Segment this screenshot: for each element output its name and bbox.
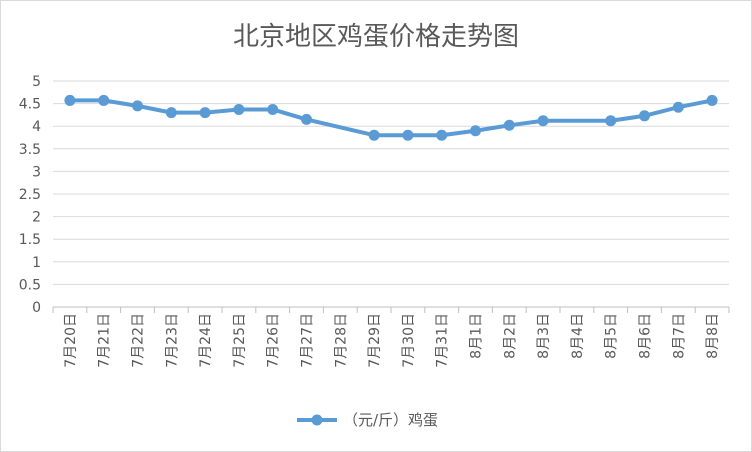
data-point — [470, 125, 481, 137]
data-point — [233, 103, 245, 115]
y-tick-label: 0 — [32, 300, 41, 316]
x-tick-label: 7月24日 — [198, 313, 214, 368]
x-tick-label: 7月20日 — [63, 313, 79, 368]
data-point — [199, 107, 211, 119]
data-point — [537, 115, 549, 127]
y-tick-label: 3 — [32, 164, 41, 180]
x-tick-label: 8月5日 — [604, 313, 620, 359]
data-point — [64, 94, 76, 106]
x-tick-label: 7月22日 — [131, 313, 147, 368]
x-tick-label: 8月3日 — [536, 313, 552, 359]
legend-marker — [311, 414, 323, 426]
data-point — [503, 119, 515, 131]
y-tick-label: 5 — [32, 74, 41, 90]
x-tick-label: 7月25日 — [232, 313, 248, 368]
x-tick-label: 7月26日 — [266, 313, 282, 368]
y-tick-label: 1.5 — [19, 232, 41, 248]
grid-lines — [53, 80, 729, 308]
y-tick-label: 4 — [32, 119, 41, 135]
data-point — [132, 100, 143, 112]
data-point — [267, 103, 279, 115]
y-tick-label: 2.5 — [19, 187, 41, 203]
legend-label: （元/斤）鸡蛋 — [343, 411, 438, 429]
series-line — [64, 94, 718, 141]
series-path — [67, 98, 715, 138]
x-tick-label: 7月30日 — [401, 313, 417, 368]
x-tick-label: 7月28日 — [333, 313, 349, 368]
x-tick-label: 7月27日 — [300, 313, 316, 368]
data-point — [301, 113, 312, 125]
y-tick-label: 3.5 — [19, 142, 41, 158]
data-point — [402, 129, 414, 141]
y-tick-label: 4.5 — [19, 97, 41, 113]
x-tick-label: 8月8日 — [705, 313, 721, 359]
x-tick-label: 7月29日 — [367, 313, 383, 368]
data-point — [639, 110, 650, 122]
y-axis: 0 0.5 1 1.5 2 2.5 3 3.5 4 4.5 5 — [19, 74, 41, 316]
x-axis: 7月20日 7月21日 7月22日 7月23日 7月24日 7月25日 7月26日 7月27日… — [52, 307, 730, 368]
x-tick-label: 7月23日 — [164, 313, 180, 368]
data-point — [98, 94, 110, 106]
data-point — [672, 101, 684, 113]
x-tick-label: 8月2日 — [502, 313, 518, 359]
data-point — [368, 129, 380, 141]
y-tick-label: 1 — [32, 255, 41, 271]
y-tick-label: 2 — [32, 210, 41, 226]
data-point — [605, 115, 617, 127]
x-tick-label: 7月31日 — [435, 313, 451, 368]
x-tick-label: 8月7日 — [671, 313, 687, 359]
legend: （元/斤）鸡蛋 — [297, 411, 438, 429]
x-tick-label: 8月6日 — [638, 313, 654, 359]
data-point — [436, 129, 448, 141]
x-tick-label: 8月4日 — [570, 313, 586, 359]
chart-title: 北京地区鸡蛋价格走势图 — [233, 22, 519, 52]
data-point — [165, 107, 177, 119]
x-tick-label: 8月1日 — [469, 313, 485, 359]
data-point — [706, 94, 718, 106]
x-tick-label: 7月21日 — [97, 313, 113, 368]
y-tick-label: 0.5 — [19, 277, 41, 293]
